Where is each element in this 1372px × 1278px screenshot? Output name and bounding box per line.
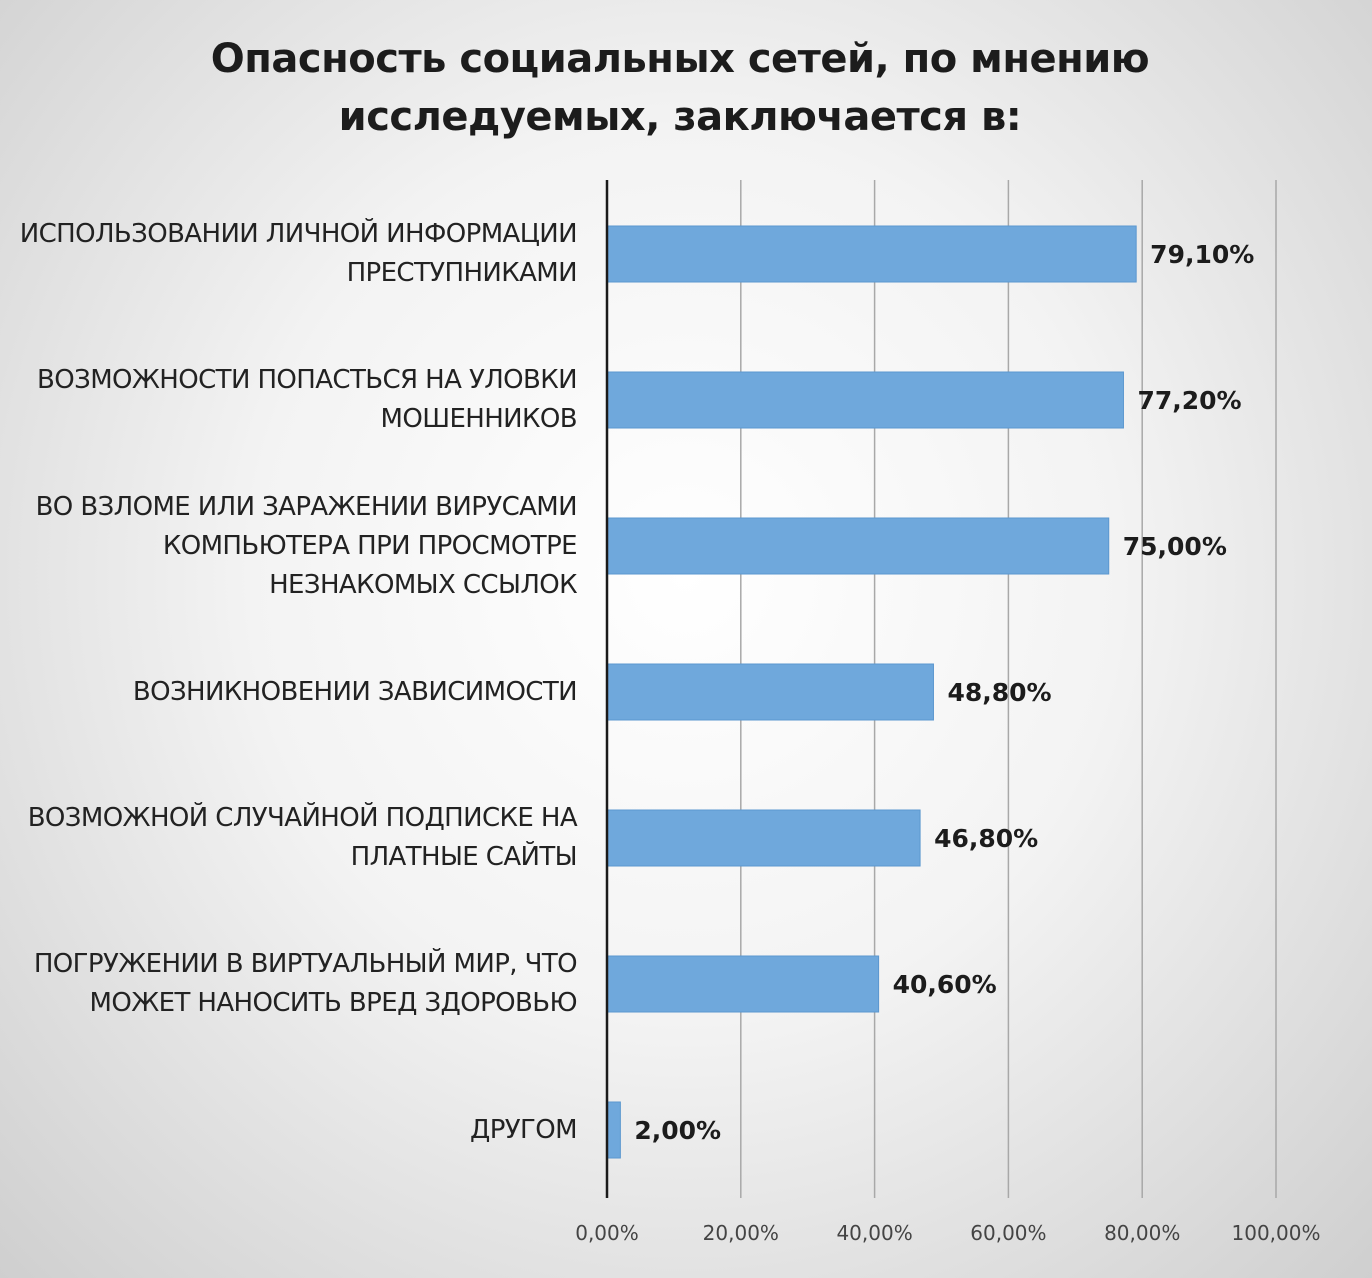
data-label: 48,80% <box>947 678 1051 707</box>
category-label: ВОЗМОЖНОЙ СЛУЧАЙНОЙ ПОДПИСКЕ НА ПЛАТНЫЕ … <box>27 803 578 872</box>
bar <box>606 371 1124 429</box>
data-label: 79,10% <box>1150 240 1254 269</box>
category-label: ДРУГОМ <box>470 1114 578 1145</box>
data-label: 77,20% <box>1137 386 1241 415</box>
x-tick-label: 60,00% <box>970 1221 1046 1245</box>
data-label: 75,00% <box>1123 532 1227 561</box>
x-tick-label: 80,00% <box>1104 1221 1180 1245</box>
category-label: ВО ВЗЛОМЕ ИЛИ ЗАРАЖЕНИИ ВИРУСАМИ КОМПЬЮТ… <box>35 491 578 600</box>
bar <box>606 955 880 1013</box>
bar <box>606 809 921 867</box>
category-label: ВОЗМОЖНОСТИ ПОПАСТЬСЯ НА УЛОВКИ МОШЕННИК… <box>37 365 578 434</box>
category-label: ИСПОЛЬЗОВАНИИ ЛИЧНОЙ ИНФОРМАЦИИ ПРЕСТУПН… <box>19 219 578 288</box>
x-tick-label: 0,00% <box>575 1221 639 1245</box>
chart-title: Опасность социальных сетей, по мнению ис… <box>210 36 1150 140</box>
x-tick-label: 40,00% <box>836 1221 912 1245</box>
x-tick-label: 20,00% <box>703 1221 779 1245</box>
bar <box>606 663 934 721</box>
category-label: ПОГРУЖЕНИИ В ВИРТУАЛЬНЫЙ МИР, ЧТО МОЖЕТ … <box>33 949 578 1018</box>
category-label: ВОЗНИКНОВЕНИИ ЗАВИСИМОСТИ <box>132 676 578 707</box>
x-tick-label: 100,00% <box>1232 1221 1321 1245</box>
bar <box>606 225 1137 283</box>
data-label: 2,00% <box>634 1116 721 1145</box>
bar <box>606 517 1110 575</box>
data-label: 40,60% <box>893 970 997 999</box>
bar <box>606 1101 621 1159</box>
data-label: 46,80% <box>934 824 1038 853</box>
